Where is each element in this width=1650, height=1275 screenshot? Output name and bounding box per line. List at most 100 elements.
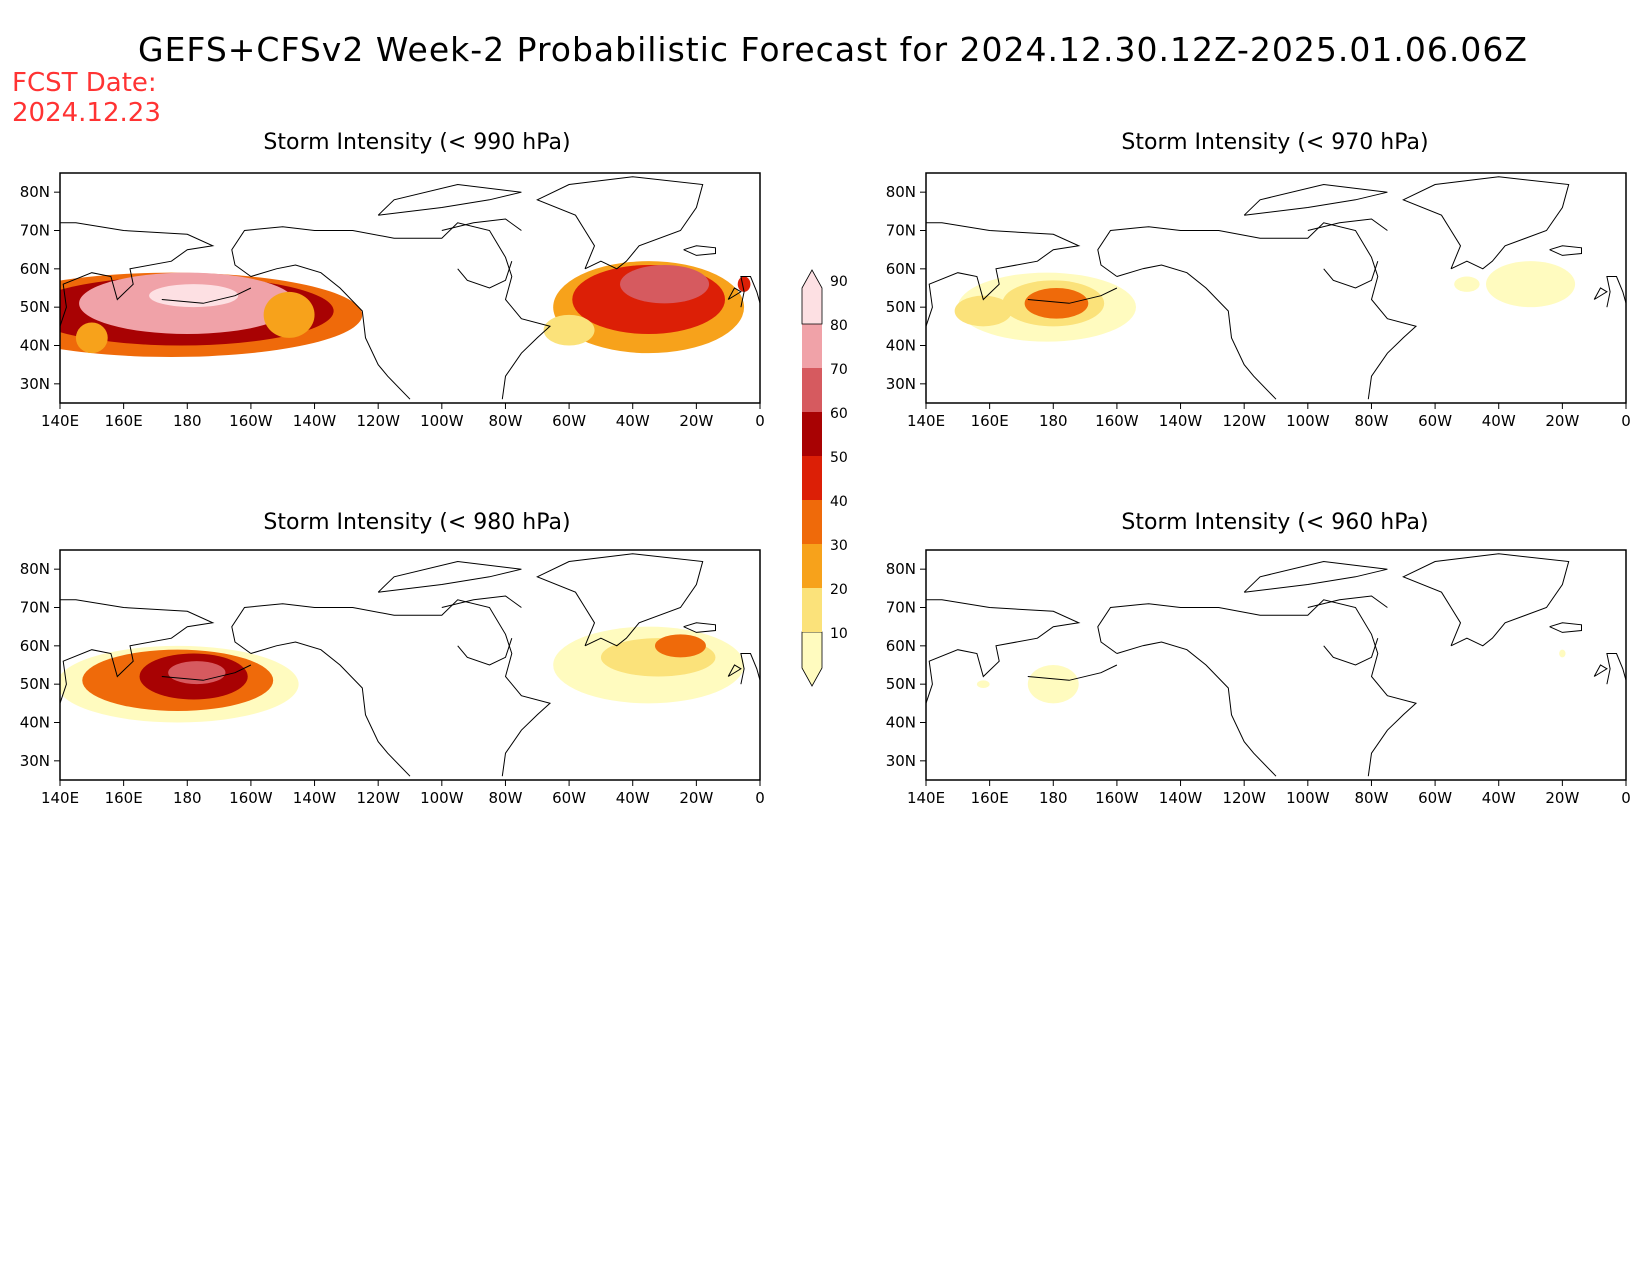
lat-tick-label: 30N <box>886 375 916 393</box>
coastline <box>441 595 522 608</box>
probability-area <box>75 322 108 354</box>
coastline <box>1323 261 1379 289</box>
lat-tick-label: 60N <box>886 260 916 278</box>
lon-tick-label: 160W <box>229 789 273 807</box>
coastline <box>250 641 411 777</box>
lat-tick-label: 70N <box>20 222 50 240</box>
lon-tick-label: 140W <box>1159 412 1203 430</box>
lon-tick-label: 80W <box>1354 412 1388 430</box>
probability-area <box>976 680 990 689</box>
colorbar-swatch <box>801 631 823 687</box>
lon-tick-label: 160E <box>105 412 143 430</box>
map-frame <box>59 549 761 781</box>
lon-tick-label: 140W <box>293 412 337 430</box>
coastline <box>377 560 522 593</box>
coastline <box>1116 264 1277 400</box>
colorbar-label: 30 <box>830 538 848 554</box>
map-background <box>926 550 1626 780</box>
lat-tick-label: 70N <box>886 599 916 617</box>
colorbar-swatch <box>802 456 822 500</box>
fcst-date-value: 2024.12.23 <box>12 98 161 128</box>
lat-tick-label: 30N <box>886 752 916 770</box>
lat-tick-label: 50N <box>886 298 916 316</box>
lon-tick-label: 180 <box>1039 412 1068 430</box>
probability-area <box>1559 649 1566 658</box>
probability-area <box>1486 261 1576 308</box>
probability-area <box>737 276 751 292</box>
coastline <box>377 183 522 216</box>
lon-tick-label: 60W <box>1418 412 1452 430</box>
probability-field <box>60 261 751 357</box>
panel-title-960: Storm Intensity (< 960 hPa) <box>1121 510 1429 535</box>
coastline <box>683 622 716 633</box>
coastline <box>1307 595 1388 608</box>
lon-tick-label: 80W <box>1354 789 1388 807</box>
colorbar-label: 80 <box>830 318 848 334</box>
lon-tick-label: 140E <box>907 412 945 430</box>
lon-tick-label: 120W <box>1222 789 1266 807</box>
lat-tick-label: 40N <box>20 337 50 355</box>
coastline <box>1323 638 1379 666</box>
lon-tick-label: 120W <box>356 789 400 807</box>
coastline <box>926 599 1081 704</box>
probability-area <box>954 295 1012 327</box>
coastlines <box>60 176 760 400</box>
colorbar-swatch <box>802 412 822 456</box>
lon-tick-label: 60W <box>552 789 586 807</box>
lon-tick-label: 180 <box>1039 789 1068 807</box>
probability-area <box>1027 665 1079 704</box>
coastline <box>1549 622 1582 633</box>
lat-tick-label: 50N <box>886 675 916 693</box>
lon-tick-label: 160W <box>1095 412 1139 430</box>
coastline <box>60 222 215 327</box>
lon-tick-label: 140E <box>907 789 945 807</box>
colorbar-swatch <box>802 588 822 632</box>
colorbar-label: 70 <box>830 362 848 378</box>
colorbar-label: 40 <box>830 494 848 510</box>
colorbar-swatch <box>801 269 823 325</box>
panel-title-980: Storm Intensity (< 980 hPa) <box>263 510 571 535</box>
lon-tick-label: 120W <box>356 412 400 430</box>
lat-tick-label: 80N <box>20 183 50 201</box>
lon-tick-label: 100W <box>1286 789 1330 807</box>
lat-tick-label: 70N <box>20 599 50 617</box>
lon-tick-label: 140W <box>293 789 337 807</box>
colorbar-label: 50 <box>830 450 848 466</box>
coastline <box>1027 287 1118 304</box>
coastline <box>926 222 1081 327</box>
coastline <box>1606 653 1626 685</box>
lat-tick-label: 80N <box>20 560 50 578</box>
coastline <box>1027 664 1118 681</box>
coastline <box>536 553 704 647</box>
lon-tick-label: 120W <box>1222 412 1266 430</box>
lon-tick-label: 40W <box>616 412 650 430</box>
lon-tick-label: 20W <box>679 412 713 430</box>
lat-tick-label: 50N <box>20 298 50 316</box>
forecast-date-label: FCST Date: 2024.12.23 <box>12 68 161 128</box>
probability-field <box>60 626 745 723</box>
colorbar-swatch <box>802 544 822 588</box>
lon-tick-label: 160E <box>971 412 1009 430</box>
lat-tick-label: 40N <box>886 337 916 355</box>
probability-area <box>1454 276 1480 292</box>
coastline <box>740 653 760 685</box>
lon-tick-label: 160W <box>229 412 273 430</box>
probability-field <box>976 649 1566 704</box>
colorbar-swatch <box>802 324 822 368</box>
map-panel-960: 140E 160E 180 160W 140W 120W 100W 80W 60W 40W 20W 0… <box>886 549 1631 807</box>
coastline <box>1402 176 1570 270</box>
coastline <box>1097 222 1418 400</box>
coastline <box>161 287 252 304</box>
lon-tick-label: 20W <box>1545 789 1579 807</box>
lon-tick-label: 0 <box>1621 412 1631 430</box>
lon-tick-label: 100W <box>420 412 464 430</box>
probability-field <box>954 261 1576 342</box>
coastline <box>250 264 411 400</box>
coastlines <box>926 553 1626 777</box>
lon-tick-label: 0 <box>755 412 765 430</box>
panel-title-990: Storm Intensity (< 990 hPa) <box>263 130 571 155</box>
lon-tick-label: 140E <box>41 789 79 807</box>
coastline <box>231 222 552 400</box>
coastline <box>740 276 760 308</box>
coastline <box>60 599 215 704</box>
